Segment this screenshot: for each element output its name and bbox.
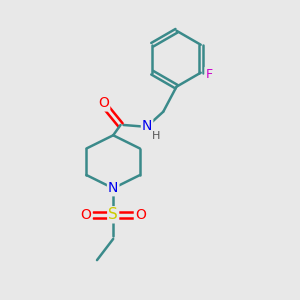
Text: N: N: [108, 181, 119, 195]
Text: O: O: [98, 97, 109, 110]
Text: S: S: [108, 207, 118, 222]
Text: O: O: [81, 208, 92, 222]
Text: N: N: [142, 119, 152, 134]
Text: F: F: [206, 68, 212, 81]
Text: O: O: [135, 208, 146, 222]
Text: H: H: [152, 131, 161, 141]
